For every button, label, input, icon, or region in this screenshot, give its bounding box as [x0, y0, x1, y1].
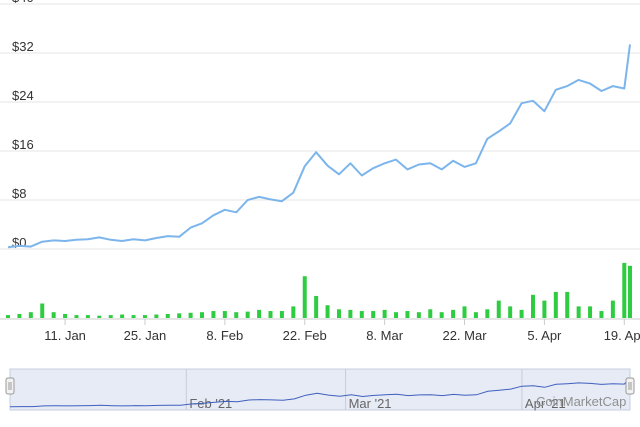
volume-bar [222, 311, 227, 318]
volume-bar [462, 306, 467, 318]
volume-bar [394, 312, 399, 318]
x-axis-ticks: 11. Jan 25. Jan 8. Feb 22. Feb 8. Mar 22. Mar… [44, 319, 640, 343]
volume-bar [291, 306, 296, 318]
volume-bar [451, 309, 456, 318]
navigator-label: Mar '21 [349, 396, 392, 411]
grid-lines [0, 3, 640, 250]
volume-bar [314, 295, 319, 318]
volume-bar [200, 312, 205, 318]
volume-bar [628, 265, 632, 318]
x-tick-label: 8. Feb [206, 328, 243, 343]
volume-bar [565, 291, 570, 318]
volume-bar [588, 306, 593, 318]
volume-bar [508, 306, 513, 318]
x-tick-label: 25. Jan [124, 328, 167, 343]
y-axis-ticks: $0 $8 $16 $24 $32 $40 [12, 0, 34, 250]
volume-bar [28, 312, 33, 318]
volume-bar [279, 311, 284, 318]
volume-bar [428, 309, 433, 318]
volume-bar [325, 305, 330, 318]
y-tick-label: $16 [12, 137, 34, 152]
volume-bar [234, 312, 239, 318]
navigator-label: Apr '21 [525, 396, 566, 411]
volume-bar [439, 312, 444, 318]
price-line-group [7, 44, 631, 249]
volume-bar [257, 309, 262, 318]
volume-bar [473, 312, 478, 318]
volume-bar [63, 313, 68, 318]
x-tick-label: 22. Mar [442, 328, 487, 343]
price-line [7, 44, 631, 249]
volume-bar [371, 311, 376, 318]
volume-bar [108, 315, 113, 318]
volume-bar [97, 315, 102, 318]
volume-bar [6, 315, 10, 318]
volume-bar [17, 313, 22, 318]
volume-bar [405, 311, 410, 318]
volume-bar [382, 309, 387, 318]
y-tick-label: $0 [12, 235, 26, 250]
volume-bar [359, 311, 364, 318]
navigator-handle-right[interactable] [625, 377, 635, 395]
volume-bar [416, 312, 421, 318]
volume-bars [6, 262, 632, 318]
volume-bar [40, 303, 45, 318]
volume-bar [154, 314, 159, 318]
volume-bar [51, 312, 56, 318]
volume-bar [519, 309, 524, 318]
range-navigator[interactable]: Feb '21 Mar '21 Apr '21 [5, 368, 635, 411]
volume-bar [74, 315, 79, 318]
watermark-text: CoinMarketCap [536, 394, 626, 409]
volume-bar [542, 300, 547, 318]
volume-bar [336, 309, 341, 318]
volume-bar [131, 315, 136, 318]
x-tick-label: 19. Apr [604, 328, 640, 343]
x-tick-label: 8. Mar [366, 328, 404, 343]
x-tick-label: 22. Feb [283, 328, 327, 343]
volume-bar [553, 291, 558, 318]
volume-bar [177, 313, 182, 318]
volume-bar [576, 306, 581, 318]
volume-bar [211, 311, 216, 318]
volume-bar [188, 312, 193, 318]
y-tick-label: $32 [12, 39, 34, 54]
navigator-handle-left[interactable] [5, 377, 15, 395]
volume-bar [85, 315, 90, 318]
volume-bar [622, 262, 627, 318]
volume-bar [530, 294, 535, 318]
volume-bar [599, 311, 604, 318]
volume-bar [142, 315, 147, 318]
volume-bar [165, 313, 170, 318]
y-tick-label: $40 [12, 0, 34, 5]
volume-bar [120, 314, 125, 318]
navigator-label: Feb '21 [189, 396, 232, 411]
y-tick-label: $8 [12, 186, 26, 201]
volume-bar [610, 300, 615, 318]
volume-bar [245, 311, 250, 318]
volume-bar [302, 276, 307, 318]
y-tick-label: $24 [12, 88, 34, 103]
x-tick-label: 11. Jan [44, 328, 86, 343]
navigator-series-line [9, 377, 631, 408]
x-tick-label: 5. Apr [527, 328, 562, 343]
volume-bar [348, 309, 353, 318]
volume-bar [268, 311, 273, 318]
volume-bar [496, 300, 501, 318]
volume-bar [485, 309, 490, 318]
